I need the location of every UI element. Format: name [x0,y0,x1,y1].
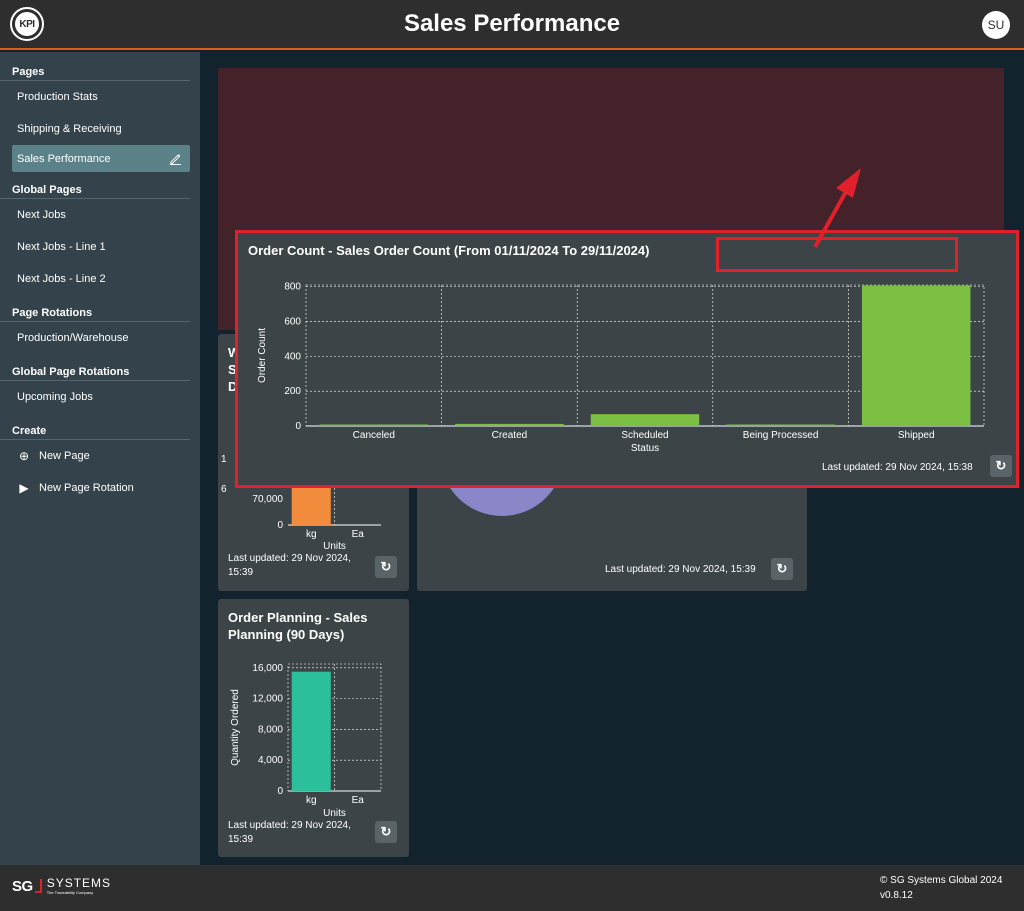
bar-created [455,423,564,426]
x-axis-title: Units [323,541,346,552]
y-tick-label: 6 [221,484,227,495]
refresh-icon: ↻ [995,458,1007,473]
app-footer: SG SYSTEMS The Traceability Company © SG… [0,865,1024,911]
sidebar-item-production-warehouse[interactable]: Production/Warehouse [17,332,129,344]
y-tick-label: 200 [284,386,301,397]
refresh-button[interactable]: ↻ [990,455,1012,477]
sg-logo-bracket [34,879,42,893]
y-tick-label: 0 [295,421,301,432]
copyright-text: © SG Systems Global 2024 v0.8.12 [880,873,1002,903]
y-axis-title: Quantity Ordered [230,689,241,766]
sidebar: Pages Production Stats Shipping & Receiv… [0,52,200,865]
sidebar-item-next-jobs[interactable]: Next Jobs [17,209,66,221]
y-tick-label: 8,000 [258,724,283,735]
sidebar-section-global-pages: Global Pages [0,172,190,199]
sidebar-section-page-rotations: Page Rotations [0,295,190,322]
bar-scheduled [590,414,700,426]
x-tick-label: Being Processed [743,430,819,441]
sidebar-section-pages: Pages [0,52,190,81]
y-tick-label: 400 [284,351,301,362]
sidebar-item-production-stats[interactable]: Production Stats [17,91,98,103]
sidebar-item-shipping-receiving[interactable]: Shipping & Receiving [17,123,122,135]
y-tick-label: 4,000 [258,755,283,766]
bar-kg [291,671,331,791]
x-tick-label: Scheduled [621,430,668,441]
sidebar-section-create: Create [0,413,190,440]
y-tick-label: 0 [277,520,283,531]
last-updated-text: Last updated: 29 Nov 2024, 15:39 [605,564,756,575]
page-title: Sales Performance [403,10,621,37]
x-tick-label: kg [306,795,317,806]
sidebar-item-new-page-rotation[interactable]: ▶ New Page Rotation [0,472,190,504]
annotation-highlight-box [716,237,958,272]
sg-logo-mark: SG [12,878,33,895]
x-tick-label: Canceled [353,430,395,441]
bar-being-processed [726,424,835,426]
last-updated-text: Last updated: 29 Nov 2024, 15:39 [228,553,351,578]
chart-title: Order Count - Sales Order Count (From 01… [248,243,650,258]
copyright-line: © SG Systems Global 2024 [880,875,1003,886]
order-count-bar-chart: 0 200 400 600 800 Canceled Created Scheduled Bei… [257,282,985,454]
y-tick-label: 12,000 [252,694,283,705]
bar-kg [291,484,331,525]
sidebar-section-global-page-rotations: Global Page Rotations [0,354,190,381]
sg-logo-tagline: The Traceability Company [46,890,94,895]
kpi-logo-text: KPI [15,12,39,36]
widget-card-order-planning[interactable]: Order Planning - Sales Planning (90 Days… [218,599,409,857]
app-header: KPI Sales Performance SU [0,0,1024,50]
sidebar-item-next-jobs-line-1[interactable]: Next Jobs - Line 1 [17,241,106,253]
x-tick-label: Ea [352,795,365,806]
y-tick-label: 0 [277,786,283,797]
avatar[interactable]: SU [982,11,1010,39]
sidebar-item-new-page[interactable]: ⊕ New Page [0,440,190,472]
kpi-logo[interactable]: KPI [10,7,44,41]
sidebar-item-label: New Page Rotation [39,482,134,494]
x-tick-label: Created [492,430,528,441]
y-tick-label: 800 [284,282,301,293]
y-tick-label: 1 [221,454,227,465]
sidebar-item-sales-performance[interactable]: Sales Performance [12,145,190,172]
refresh-button[interactable]: ↻ [375,821,397,843]
y-tick-label: 70,000 [252,494,283,505]
plus-circle-icon: ⊕ [18,449,30,463]
x-tick-label: kg [306,529,317,540]
refresh-button[interactable]: ↻ [771,558,793,580]
last-updated-text: Last updated: 29 Nov 2024, 15:39 [228,820,351,845]
y-axis-title: Order Count [257,328,268,383]
play-icon: ▶ [19,481,29,495]
y-tick-label: 16,000 [252,663,283,674]
bar-shipped [861,285,971,426]
x-tick-label: Ea [352,529,365,540]
plot-frame [287,663,382,792]
sidebar-item-label: New Page [39,450,90,462]
x-axis-title: Units [323,808,346,819]
sg-logo-name: SYSTEMS [46,876,112,890]
refresh-button[interactable]: ↻ [375,556,397,578]
x-axis-title: Status [631,443,659,454]
x-tick-label: Shipped [898,430,935,441]
order-count-chart-popup[interactable]: Order Count - Sales Order Count (From 01… [235,230,1019,488]
refresh-icon: ↻ [776,561,788,576]
units-bar-chart: 1 6 70,000 0 kg Ea Units [221,454,381,552]
planning-bar-chart: 0 4,000 8,000 12,000 16,000 kg Ea Units Quantity… [230,663,382,819]
card-title: Order Planning - Sales Planning (90 Days… [228,610,368,642]
sidebar-item-next-jobs-line-2[interactable]: Next Jobs - Line 2 [17,273,106,285]
refresh-icon: ↻ [380,559,392,574]
sg-systems-logo: SG SYSTEMS The Traceability Company [12,876,111,895]
refresh-icon: ↻ [380,824,392,839]
bar-canceled [319,424,429,426]
y-tick-label: 600 [284,317,301,328]
sidebar-item-upcoming-jobs[interactable]: Upcoming Jobs [17,391,93,403]
sidebar-item-label: Sales Performance [17,152,111,165]
pencil-icon[interactable] [169,152,182,165]
version-text: v0.8.12 [880,890,913,901]
last-updated-text: Last updated: 29 Nov 2024, 15:38 [822,462,973,473]
